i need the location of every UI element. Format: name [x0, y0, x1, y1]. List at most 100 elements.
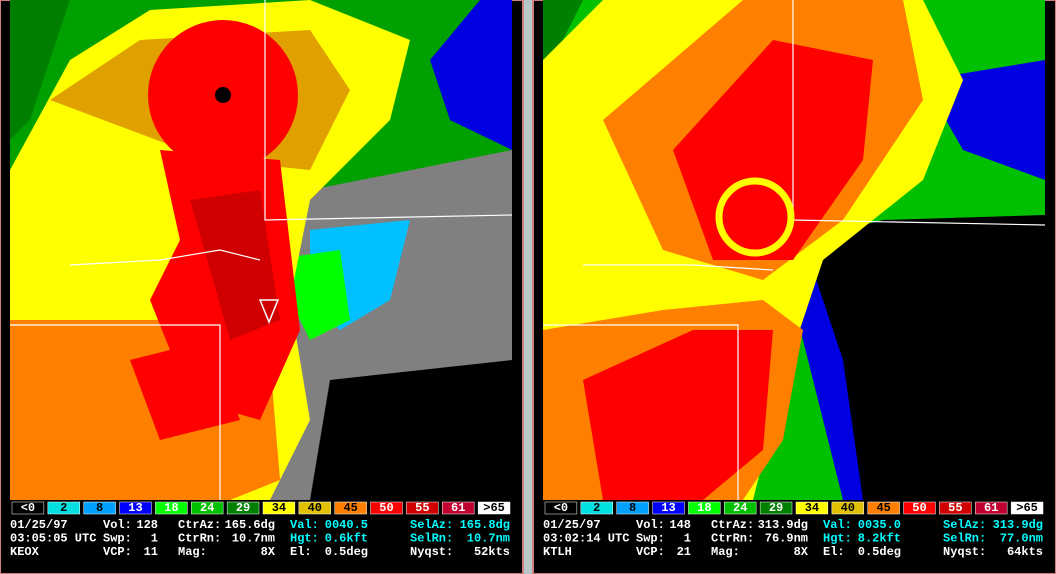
- info-label: CtrAz:: [711, 518, 754, 532]
- info-value: 10.7nm: [232, 532, 275, 546]
- info-label: Mag:: [711, 545, 740, 559]
- info-value: 165.8dg: [460, 518, 510, 532]
- info-label: El:: [290, 545, 312, 559]
- info-label: KEOX: [10, 545, 40, 559]
- legend-swatch: [11, 501, 45, 515]
- legend-swatch: [370, 501, 403, 515]
- info-label: Mag:: [178, 545, 207, 559]
- info-value: 165.6dg: [225, 518, 275, 532]
- legend-swatch: [975, 501, 1008, 515]
- info-value: 8.2kft: [858, 532, 901, 546]
- info-value: 11: [144, 545, 158, 559]
- legend-swatch: [334, 501, 367, 515]
- info-label: Val:: [290, 518, 319, 532]
- legend-label: 45: [343, 501, 357, 515]
- info-label: Nyqst:: [410, 545, 453, 559]
- info-label: SelAz:: [410, 518, 453, 532]
- legend-swatch: [83, 501, 116, 515]
- legend-label: <0: [21, 501, 35, 515]
- legend-swatch: [262, 501, 296, 515]
- info-value: 313.9dg: [993, 518, 1043, 532]
- legend-swatch: [652, 501, 685, 515]
- info-label: Nyqst:: [943, 545, 986, 559]
- info-value: 8X: [794, 545, 809, 559]
- info-value: 8X: [261, 545, 276, 559]
- legend-swatch: [831, 501, 864, 515]
- info-value: 0.5deg: [858, 545, 901, 559]
- info-value: 128: [136, 518, 158, 532]
- legend-label: 50: [379, 501, 393, 515]
- legend-label: 24: [200, 501, 214, 515]
- legend-swatch: [47, 501, 80, 515]
- info-label: Swp:: [636, 532, 665, 546]
- legend-label: 24: [733, 501, 747, 515]
- legend-swatch: [442, 501, 475, 515]
- info-value: 0040.5: [325, 518, 368, 532]
- legend-swatch: [155, 501, 188, 515]
- info-label: 01/25/97: [10, 518, 68, 532]
- legend-label: 2: [60, 501, 67, 515]
- legend-swatch: [724, 501, 757, 515]
- legend-label: 61: [451, 501, 465, 515]
- legend-label: >65: [1016, 501, 1038, 515]
- info-label: 01/25/97: [543, 518, 601, 532]
- legend-label: 40: [841, 501, 855, 515]
- legend-label: 2: [593, 501, 600, 515]
- legend-swatch: [544, 501, 578, 515]
- legend-label: <0: [554, 501, 568, 515]
- info-label: KTLH: [543, 545, 572, 559]
- legend-label: 55: [948, 501, 962, 515]
- legend-swatch: [119, 501, 152, 515]
- info-label: Swp:: [103, 532, 132, 546]
- radar-image: [543, 0, 1045, 500]
- info-label: SelAz:: [943, 518, 986, 532]
- legend-swatch: [191, 501, 224, 515]
- legend-swatch: [688, 501, 721, 515]
- legend-swatch: [903, 501, 936, 515]
- legend-swatch: [867, 501, 900, 515]
- info-value: 77.0nm: [1000, 532, 1043, 546]
- legend-label: 55: [415, 501, 429, 515]
- info-label: Vol:: [636, 518, 665, 532]
- info-value: 0.6kft: [325, 532, 368, 546]
- legend-label: 61: [984, 501, 998, 515]
- info-label: SelRn:: [943, 532, 986, 546]
- info-value: 64kts: [1007, 545, 1043, 559]
- info-value: 21: [677, 545, 691, 559]
- legend-swatch: [795, 501, 829, 515]
- legend-label: 13: [128, 501, 142, 515]
- info-value: 1: [684, 532, 691, 546]
- legend-swatch: [298, 501, 331, 515]
- legend-swatch: [406, 501, 439, 515]
- legend-label: 40: [308, 501, 322, 515]
- info-label: SelRn:: [410, 532, 453, 546]
- info-label: CtrRn:: [711, 532, 754, 546]
- info-label: Hgt:: [290, 532, 319, 546]
- info-value: 0035.0: [858, 518, 901, 532]
- info-value: 76.9nm: [765, 532, 808, 546]
- legend-label: 34: [805, 501, 819, 515]
- legend-swatch: [616, 501, 649, 515]
- info-value: 148: [669, 518, 691, 532]
- info-label: Val:: [823, 518, 852, 532]
- info-value: 10.7nm: [467, 532, 510, 546]
- info-label: El:: [823, 545, 845, 559]
- info-label: 03:02:14 UTC: [543, 532, 629, 546]
- legend-label: 29: [236, 501, 250, 515]
- radar-image: [10, 0, 512, 500]
- info-label: Vol:: [103, 518, 132, 532]
- legend-swatch: [477, 501, 511, 515]
- legend-label: 18: [697, 501, 711, 515]
- info-label: CtrRn:: [178, 532, 221, 546]
- info-label: 03:05:05 UTC: [10, 532, 96, 546]
- legend-swatch: [759, 501, 793, 515]
- legend-swatch: [580, 501, 613, 515]
- legend-label: >65: [483, 501, 505, 515]
- legend-label: 8: [96, 501, 103, 515]
- legend-swatch: [1010, 501, 1044, 515]
- legend-label: 34: [272, 501, 286, 515]
- legend-swatch: [939, 501, 972, 515]
- legend-label: 8: [629, 501, 636, 515]
